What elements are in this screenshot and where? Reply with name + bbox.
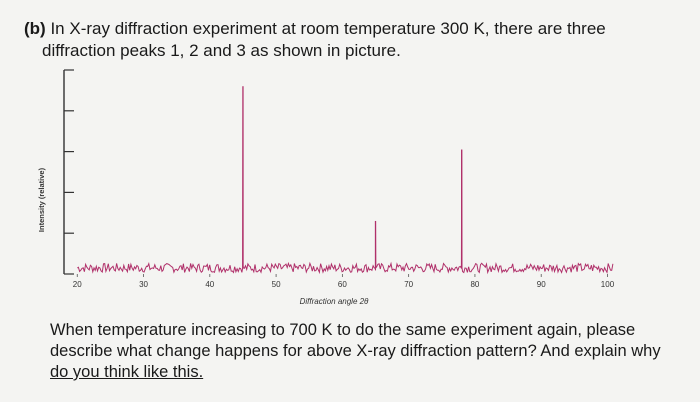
question-header: (b) In X-ray diffraction experiment at r… [24, 18, 684, 62]
x-axis: 20 30 40 50 60 70 80 90 100 [73, 274, 615, 289]
x-tick-label: 30 [139, 280, 148, 289]
xrd-figure: 20 30 40 50 60 70 80 90 100 Intensity (relative)… [34, 62, 654, 314]
x-tick-label: 40 [205, 280, 214, 289]
x-tick-label: 50 [272, 280, 281, 289]
y-axis [63, 69, 74, 275]
question-body-line-1: When temperature increasing to 700 K to … [50, 321, 636, 339]
question-line-2: diffraction peaks 1, 2 and 3 as shown in… [42, 41, 401, 60]
y-axis-label: Intensity (relative) [37, 167, 46, 232]
xrd-chart: 20 30 40 50 60 70 80 90 100 Intensity (relative)… [37, 69, 615, 306]
x-axis-label: Diffraction angle 2θ [300, 297, 369, 306]
question-label: (b) [24, 19, 46, 38]
x-tick-label: 80 [470, 280, 479, 289]
peaks [242, 86, 463, 268]
x-tick-label: 20 [73, 280, 82, 289]
x-tick-label: 100 [601, 280, 615, 289]
x-tick-label: 60 [338, 280, 347, 289]
spectrum-line [77, 86, 614, 275]
question-body-line-2: describe what change happens for above X… [50, 342, 661, 360]
x-tick-label: 70 [404, 280, 413, 289]
question-body-line-3: do you think like this. [50, 363, 204, 381]
x-tick-label: 90 [537, 280, 546, 289]
question-line-1: In X-ray diffraction experiment at room … [50, 19, 606, 38]
question-body: When temperature increasing to 700 K to … [50, 320, 690, 383]
